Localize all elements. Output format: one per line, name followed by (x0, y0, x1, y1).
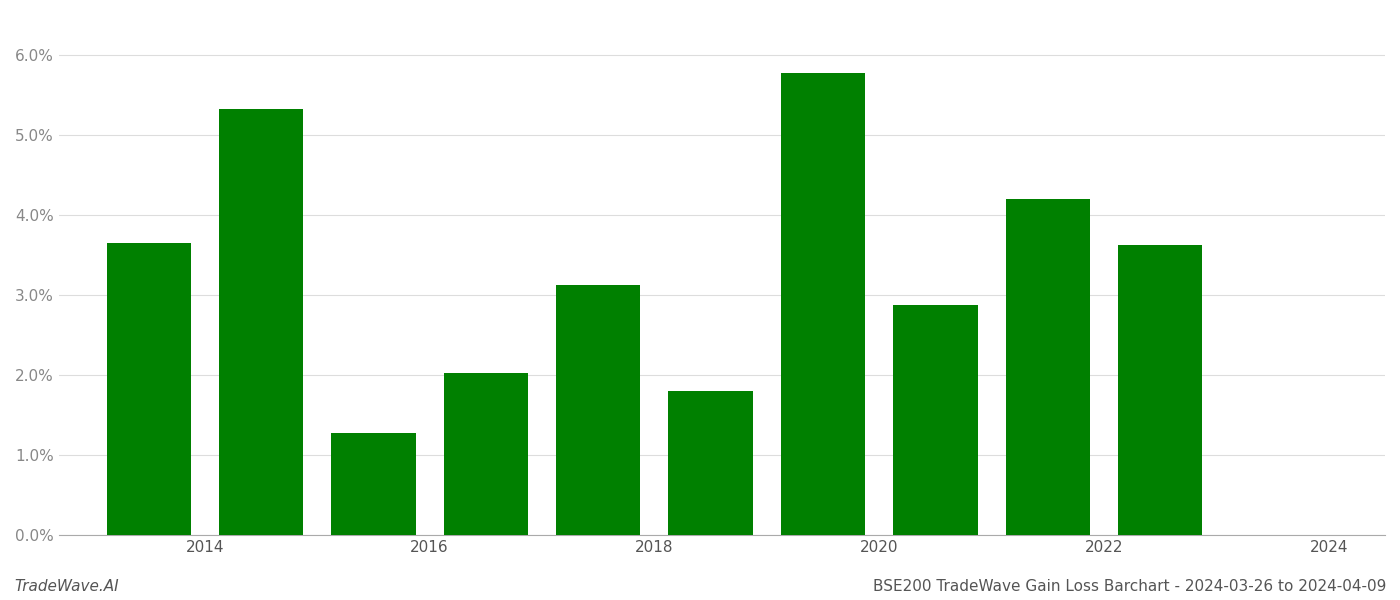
Bar (106, 243, 190, 535)
Bar (332, 433, 416, 535)
Bar (1005, 199, 1091, 535)
Bar (781, 73, 865, 535)
Bar (556, 286, 640, 535)
Bar (444, 373, 528, 535)
Bar (1119, 245, 1203, 535)
Text: BSE200 TradeWave Gain Loss Barchart - 2024-03-26 to 2024-04-09: BSE200 TradeWave Gain Loss Barchart - 20… (872, 579, 1386, 594)
Bar (893, 305, 977, 535)
Text: TradeWave.AI: TradeWave.AI (14, 579, 119, 594)
Bar (668, 391, 753, 535)
Bar (218, 109, 304, 535)
